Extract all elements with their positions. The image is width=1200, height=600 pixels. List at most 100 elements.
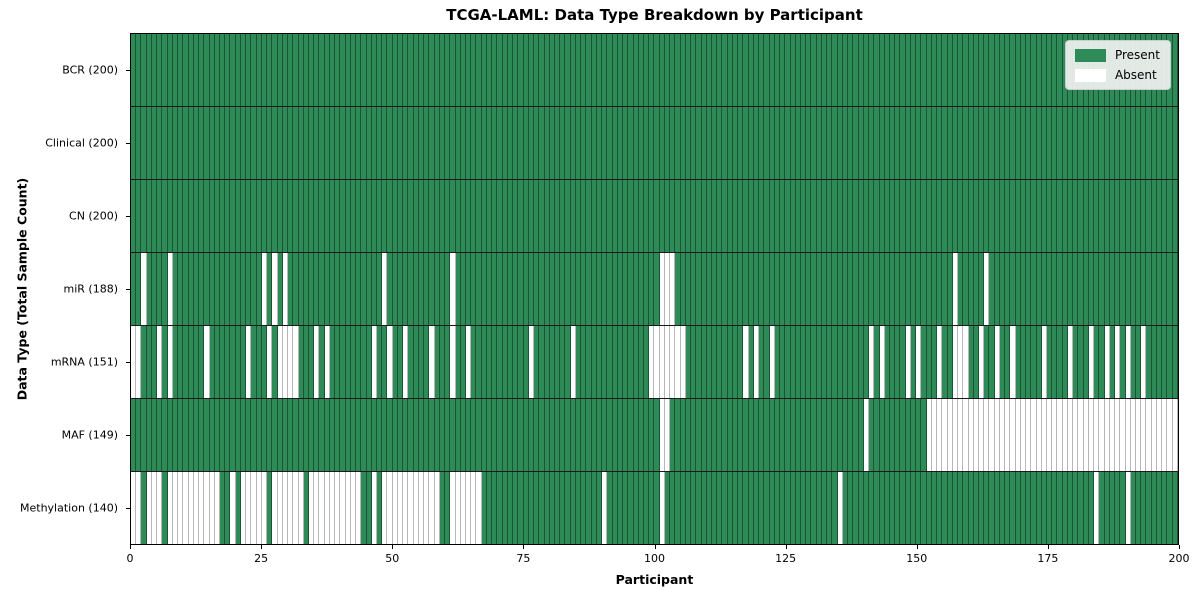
heatmap-cell (869, 180, 875, 252)
heatmap-cell (607, 107, 613, 179)
heatmap-cell (952, 34, 959, 106)
heatmap-cell (921, 326, 927, 398)
heatmap-cell (554, 34, 561, 106)
heatmap-cell (1057, 472, 1063, 544)
heatmap-cell (151, 326, 158, 398)
x-tick-label-200: 200 (1168, 552, 1190, 565)
heatmap-cell (952, 326, 959, 398)
heatmap-cell (439, 180, 446, 252)
heatmap-cell (958, 107, 964, 179)
heatmap-cell (581, 399, 587, 471)
heatmap-cell (340, 253, 346, 325)
heatmap-cell (1057, 180, 1063, 252)
heatmap-cell (617, 472, 624, 544)
heatmap-cell (1026, 326, 1032, 398)
heatmap-cell (162, 253, 168, 325)
heatmap-cell (199, 107, 205, 179)
heatmap-cell (743, 107, 749, 179)
heatmap-cell (413, 107, 419, 179)
heatmap-cell (460, 34, 466, 106)
heatmap-cell (131, 107, 137, 179)
heatmap-cell (246, 326, 252, 398)
heatmap-cell (717, 180, 723, 252)
heatmap-cell (806, 180, 812, 252)
heatmap-cell (712, 253, 718, 325)
heatmap-cell (481, 253, 487, 325)
heatmap-cell (942, 399, 948, 471)
heatmap-cell (209, 253, 215, 325)
heatmap-cell (497, 180, 503, 252)
heatmap-cell (869, 399, 875, 471)
heatmap-cell (565, 180, 571, 252)
heatmap-cell (392, 326, 398, 398)
heatmap-cell (670, 399, 676, 471)
heatmap-cell (790, 326, 796, 398)
heatmap-cell (272, 399, 278, 471)
heatmap-cell (329, 399, 336, 471)
heatmap-cell (889, 326, 896, 398)
heatmap-cell (685, 107, 692, 179)
heatmap-cell (1120, 399, 1126, 471)
heatmap-cell (282, 472, 289, 544)
heatmap-cell (481, 180, 487, 252)
heatmap-cell (261, 107, 268, 179)
heatmap-cell (738, 472, 744, 544)
heatmap-cell (424, 253, 430, 325)
heatmap-cell (947, 399, 953, 471)
heatmap-cell (183, 107, 189, 179)
heatmap-cell (408, 34, 414, 106)
heatmap-cell (801, 107, 807, 179)
heatmap-cell (1067, 399, 1074, 471)
heatmap-cell (455, 472, 461, 544)
heatmap-cell (1015, 107, 1021, 179)
heatmap-cell (319, 180, 325, 252)
heatmap-cell (664, 180, 671, 252)
heatmap-cell (780, 253, 786, 325)
heatmap-cell (460, 472, 466, 544)
heatmap-cell (1115, 180, 1121, 252)
heatmap-cell (916, 34, 922, 106)
heatmap-cell (889, 107, 896, 179)
heatmap-cell (319, 472, 325, 544)
heatmap-cell (544, 326, 550, 398)
heatmap-row-Methylation (131, 471, 1178, 544)
heatmap-cell (863, 34, 870, 106)
heatmap-cell (1088, 399, 1095, 471)
heatmap-cell (863, 253, 870, 325)
heatmap-cell (717, 253, 723, 325)
heatmap-cell (225, 180, 231, 252)
heatmap-cell (497, 34, 503, 106)
heatmap-cell (816, 34, 822, 106)
heatmap-cell (602, 399, 608, 471)
heatmap-cell (1125, 326, 1131, 398)
heatmap-row-MAF (131, 398, 1178, 471)
heatmap-cell (774, 34, 781, 106)
heatmap-cell (764, 472, 770, 544)
heatmap-cell (335, 472, 341, 544)
heatmap-cell (827, 472, 833, 544)
heatmap-cell (879, 34, 885, 106)
heatmap-cell (670, 34, 676, 106)
x-tick-mark (261, 545, 263, 549)
heatmap-cell (581, 326, 587, 398)
heatmap-cell (345, 399, 351, 471)
heatmap-cell (523, 472, 529, 544)
heatmap-cell (816, 399, 822, 471)
heatmap-cell (565, 253, 571, 325)
heatmap-cell (691, 326, 697, 398)
heatmap-cell (1067, 180, 1074, 252)
heatmap-cell (308, 34, 315, 106)
heatmap-cell (183, 180, 189, 252)
heatmap-cell (282, 107, 289, 179)
heatmap-cell (162, 399, 168, 471)
heatmap-cell (602, 253, 608, 325)
heatmap-cell (151, 472, 158, 544)
heatmap-cell (199, 326, 205, 398)
heatmap-cell (141, 326, 147, 398)
heatmap-cell (643, 34, 650, 106)
heatmap-cell (256, 107, 262, 179)
heatmap-cell (633, 34, 639, 106)
heatmap-cell (403, 326, 409, 398)
heatmap-cell (345, 326, 351, 398)
heatmap-cell (701, 399, 707, 471)
